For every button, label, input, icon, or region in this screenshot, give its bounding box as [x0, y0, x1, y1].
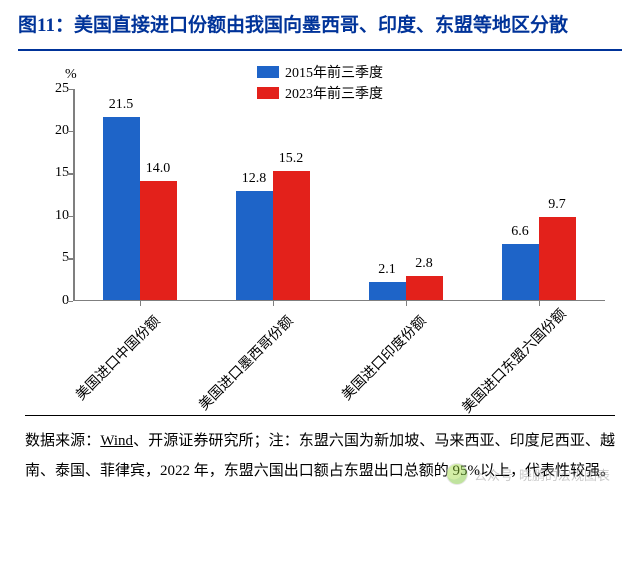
bar-2015: [502, 244, 539, 300]
y-tick-label: 0: [39, 293, 69, 309]
source-prefix: 数据来源：: [25, 433, 100, 449]
legend-swatch-2015: [257, 66, 279, 78]
y-tick-mark: [67, 89, 73, 91]
y-tick-mark: [67, 258, 73, 260]
bar-2015: [369, 282, 406, 300]
bar-2023: [406, 276, 443, 300]
plot-area: 051015202521.514.0美国进口中国份额12.815.2美国进口墨西…: [73, 89, 605, 301]
bar-value-label: 15.2: [266, 151, 316, 167]
bar-2023: [140, 181, 177, 300]
wechat-logo-icon: [446, 463, 468, 485]
y-tick-label: 5: [39, 250, 69, 266]
legend-item: 2015年前三季度: [257, 62, 383, 82]
source-link: Wind: [100, 433, 133, 449]
chart: % 2015年前三季度 2023年前三季度 051015202521.514.0…: [25, 61, 615, 401]
y-axis-line: [73, 89, 75, 300]
x-tick-mark: [140, 300, 142, 306]
bar-value-label: 2.8: [399, 256, 449, 272]
bar-value-label: 14.0: [133, 161, 183, 177]
y-tick-mark: [67, 216, 73, 218]
x-tick-mark: [273, 300, 275, 306]
bar-value-label: 9.7: [532, 197, 582, 213]
x-axis-label: 美国进口墨西哥份额: [191, 311, 297, 417]
y-tick-mark: [67, 173, 73, 175]
bar-value-label: 21.5: [96, 97, 146, 113]
legend-label: 2015年前三季度: [285, 62, 383, 82]
watermark-handle: 公众号: [474, 465, 513, 484]
x-axis-label: 美国进口东盟六国份额: [457, 311, 563, 417]
x-axis-label: 美国进口中国份额: [58, 311, 164, 417]
x-axis-label: 美国进口印度份额: [324, 311, 430, 417]
y-tick-label: 25: [39, 81, 69, 97]
y-tick-mark: [67, 301, 73, 303]
watermark: 公众号 晓鹏的宏观图表: [446, 463, 610, 485]
y-tick-label: 15: [39, 165, 69, 181]
bar-value-label: 12.8: [229, 171, 279, 187]
bar-2023: [273, 171, 310, 300]
y-tick-mark: [67, 131, 73, 133]
bar-2015: [103, 117, 140, 299]
x-tick-mark: [406, 300, 408, 306]
watermark-name: 晓鹏的宏观图表: [519, 465, 610, 484]
y-tick-label: 20: [39, 123, 69, 139]
bar-2015: [236, 191, 273, 300]
y-tick-label: 10: [39, 208, 69, 224]
bar-value-label: 6.6: [495, 224, 545, 240]
x-tick-mark: [539, 300, 541, 306]
chart-title: 图11：美国直接进口份额由我国向墨西哥、印度、东盟等地区分散: [18, 12, 622, 51]
